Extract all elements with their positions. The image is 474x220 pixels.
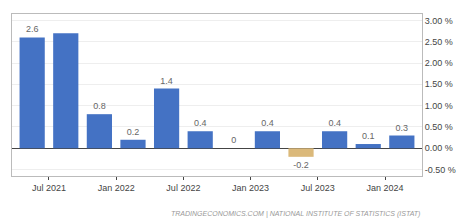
svg-text:0.1: 0.1 <box>362 131 375 141</box>
svg-text:2.6: 2.6 <box>26 24 39 34</box>
svg-text:0.3: 0.3 <box>396 123 409 133</box>
svg-text:0.00 %: 0.00 % <box>425 143 453 153</box>
svg-text:Jul 2021: Jul 2021 <box>32 183 66 193</box>
svg-text:1.50 %: 1.50 % <box>425 79 453 89</box>
svg-text:Jan 2023: Jan 2023 <box>232 183 269 193</box>
svg-text:TRADINGECONOMICS.COM | NATIONA: TRADINGECONOMICS.COM | NATIONAL INSTITUT… <box>171 210 420 218</box>
svg-text:Jan 2022: Jan 2022 <box>98 183 135 193</box>
svg-text:0.4: 0.4 <box>261 118 274 128</box>
svg-text:0.2: 0.2 <box>127 127 140 137</box>
svg-text:2.00 %: 2.00 % <box>425 58 453 68</box>
svg-text:Jul 2022: Jul 2022 <box>166 183 200 193</box>
svg-text:0.8: 0.8 <box>93 101 106 111</box>
svg-text:0.4: 0.4 <box>194 118 207 128</box>
svg-text:0.4: 0.4 <box>328 118 341 128</box>
svg-text:2.50 %: 2.50 % <box>425 37 453 47</box>
svg-text:0.50 %: 0.50 % <box>425 122 453 132</box>
svg-text:3.00 %: 3.00 % <box>425 16 453 26</box>
svg-text:Jul 2023: Jul 2023 <box>301 183 335 193</box>
svg-text:Jan 2024: Jan 2024 <box>367 183 404 193</box>
svg-text:1.4: 1.4 <box>160 76 173 86</box>
svg-text:0: 0 <box>231 135 236 145</box>
svg-text:-0.2: -0.2 <box>293 160 309 170</box>
svg-text:1.00 %: 1.00 % <box>425 101 453 111</box>
svg-text:-0.50 %: -0.50 % <box>425 165 456 175</box>
